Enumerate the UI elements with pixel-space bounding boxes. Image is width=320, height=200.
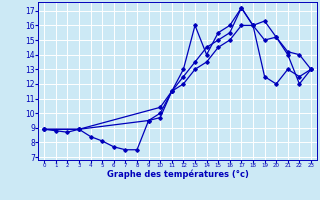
- X-axis label: Graphe des températures (°c): Graphe des températures (°c): [107, 170, 249, 179]
